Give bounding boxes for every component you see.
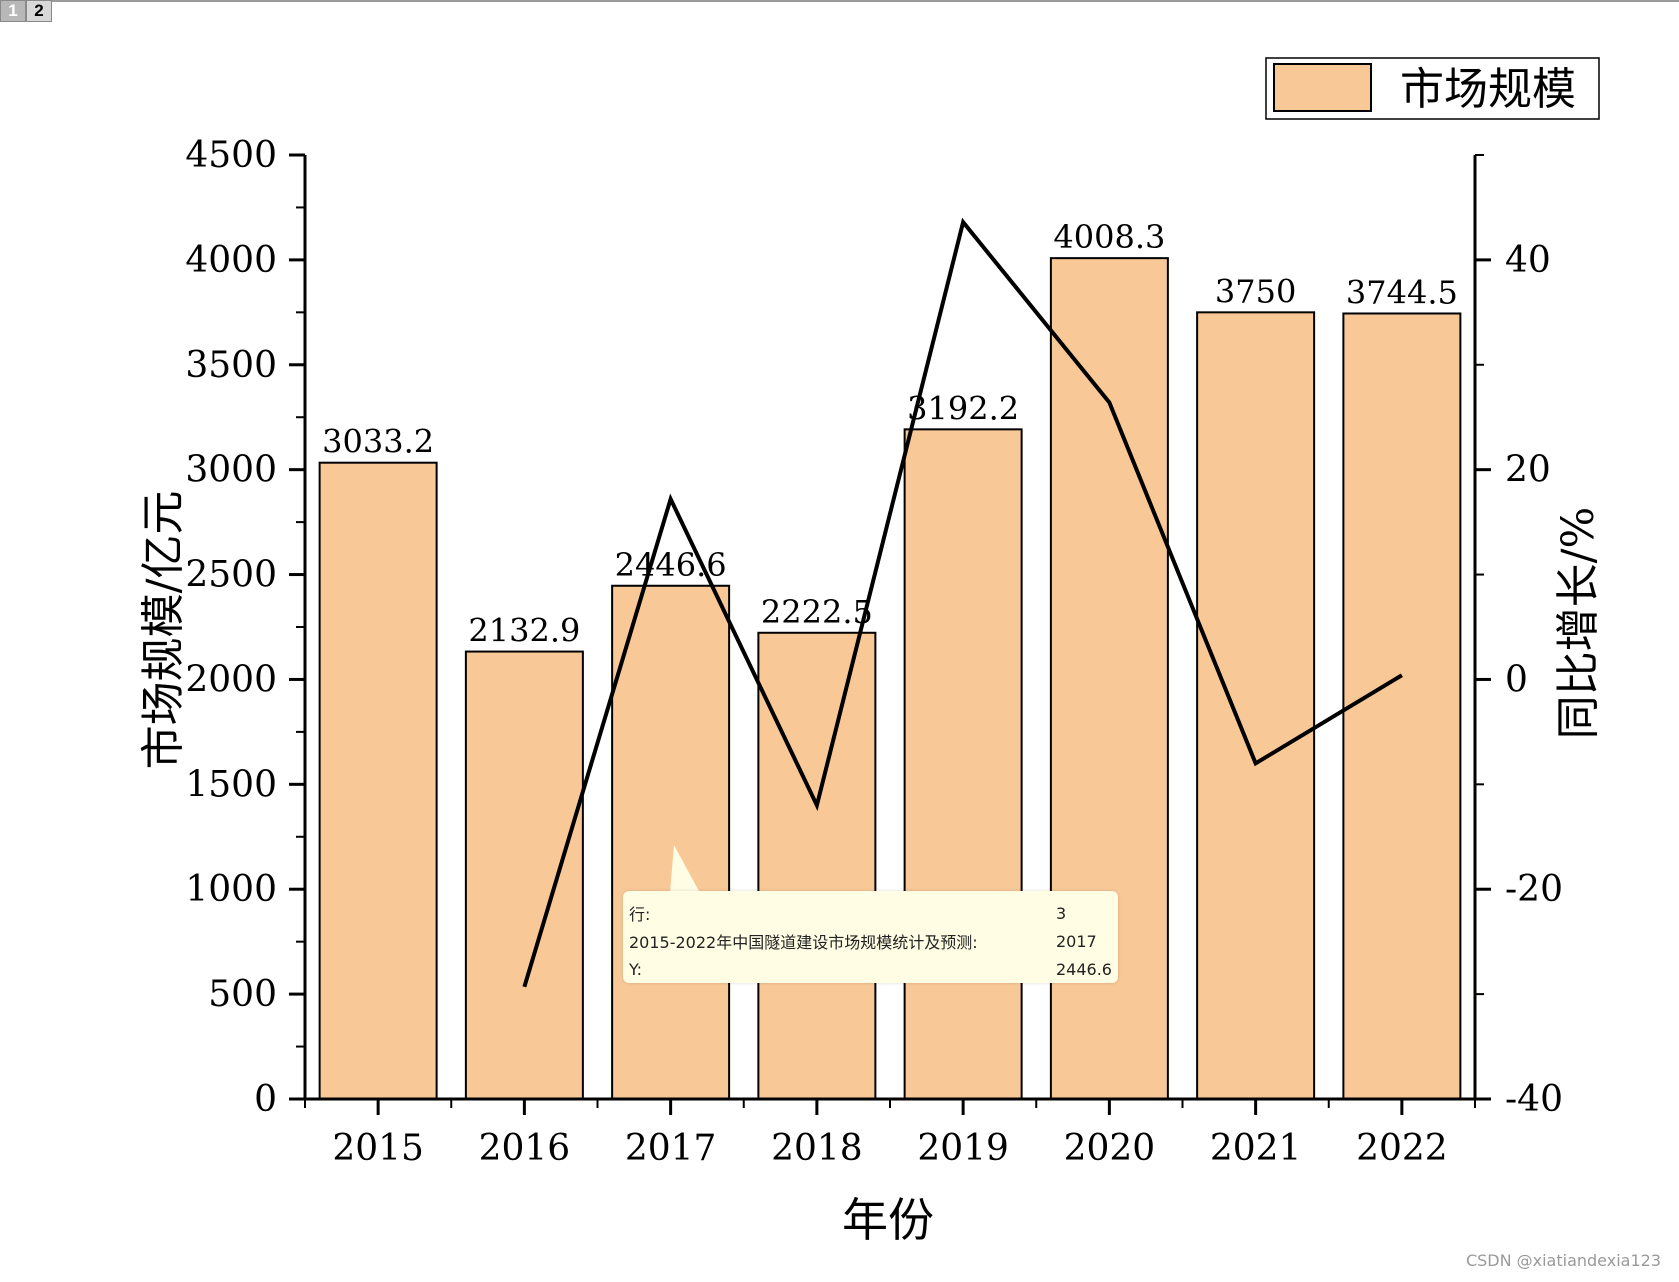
y-tick-label: 2500 [185,555,277,596]
tooltip-value: 2017 [1056,931,1097,951]
bar-2015 [318,461,438,1101]
watermark: CSDN @xiatiandexia123 [1465,1251,1661,1270]
y2-axis-title: 同比增长/% [1553,507,1604,740]
x-tick-label: 2021 [1210,1128,1302,1169]
tooltip-pointer [670,845,700,893]
y-tick-label: 1000 [185,869,277,910]
bar-value-label: 3744.5 [1346,273,1458,311]
x-tick-label: 2019 [917,1128,1009,1169]
tooltip-value: 2446.6 [1056,959,1112,979]
y-tick-label: 3000 [185,450,277,491]
tooltip-row: 2015-2022年中国隧道建设市场规模统计及预测: 2017 [629,927,1112,955]
data-tooltip: 行: 3 2015-2022年中国隧道建设市场规模统计及预测: 2017 Y: … [623,891,1118,983]
bar-2016 [464,650,584,1101]
legend: 市场规模 [1265,57,1600,120]
bar-2019 [903,428,1023,1101]
y2-tick-label: 0 [1505,659,1528,700]
x-tick-label: 2016 [479,1128,571,1169]
legend-label: 市场规模 [1400,64,1576,115]
bar-2018 [757,631,877,1100]
tooltip-row: 行: 3 [629,899,1112,927]
top-border-line [0,0,1679,2]
page-tab-2[interactable]: 2 [26,0,52,22]
x-tick-label: 2020 [1064,1128,1156,1169]
bar-value-label: 3033.2 [322,423,434,461]
y2-tick-label: -20 [1505,869,1563,910]
legend-swatch [1273,63,1372,112]
bar-2017 [611,584,731,1100]
tooltip-key: Y: [629,959,643,979]
x-tick-label: 2017 [625,1128,717,1169]
bar-2022 [1342,312,1462,1100]
y-tick-label: 0 [254,1079,277,1120]
x-axis-title: 年份 [842,1193,934,1247]
bar-value-label: 3192.2 [907,389,1019,427]
y-tick-label: 500 [208,974,277,1015]
y-tick-label: 4000 [185,240,277,281]
x-tick-label: 2022 [1356,1128,1448,1169]
x-tick-label: 2018 [771,1128,863,1169]
y-tick-label: 1500 [185,764,277,805]
y-tick-label: 2000 [185,659,277,700]
bar-2021 [1196,311,1316,1101]
y-axis-title: 市场规模/亿元 [138,491,189,770]
bar-value-label: 2222.5 [761,593,873,631]
page-tabs: 1 2 [0,0,52,24]
tooltip-value: 3 [1056,903,1067,923]
growth-line-layer [522,217,1403,988]
tooltip-row: Y: 2446.6 [629,955,1112,983]
page-tab-1[interactable]: 1 [0,0,26,22]
tooltip-key: 2015-2022年中国隧道建设市场规模统计及预测: [629,933,978,952]
x-tick-label: 2015 [332,1128,424,1169]
y2-tick-label: -40 [1505,1079,1563,1120]
y2-tick-label: 40 [1505,240,1551,281]
y-tick-label: 3500 [185,345,277,386]
bar-value-label: 4008.3 [1053,218,1165,256]
tooltip-key: 行: [629,905,651,924]
y2-tick-label: 20 [1505,450,1551,491]
bar-value-label: 2132.9 [468,612,580,650]
bar-value-label: 3750 [1215,272,1296,310]
axes-layer: 0 500 1000 1500 2000 2500 3000 3500 4000 4500 -40 -… [185,135,1563,1169]
y-tick-label: 4500 [185,135,277,176]
